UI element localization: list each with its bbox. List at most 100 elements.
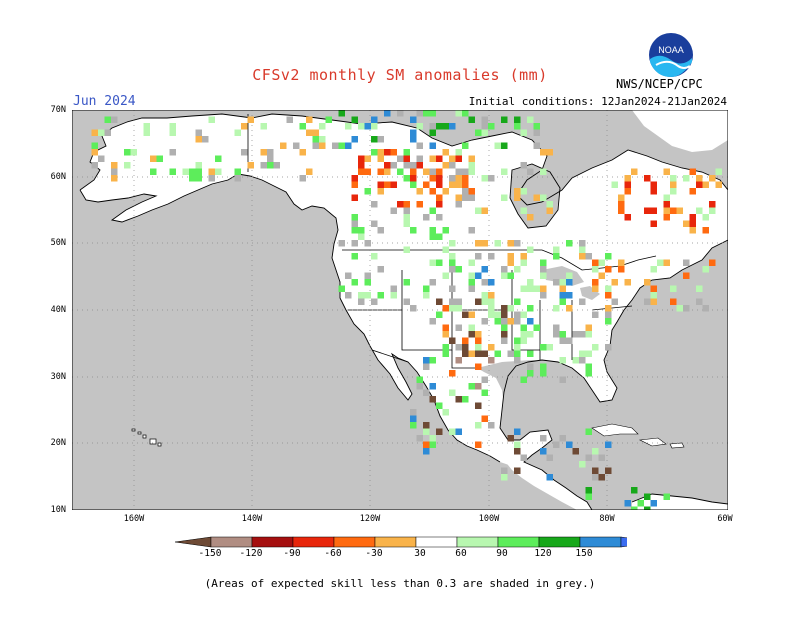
- anomaly-cell: [579, 357, 586, 364]
- anomaly-cell: [423, 448, 430, 455]
- anomaly-cell: [559, 298, 566, 305]
- anomaly-cell: [579, 331, 586, 338]
- anomaly-cell: [598, 454, 605, 461]
- noaa-logo-text: NOAA: [658, 45, 684, 55]
- anomaly-map: [72, 110, 728, 510]
- anomaly-cell: [605, 441, 612, 448]
- anomaly-cell: [455, 194, 462, 201]
- anomaly-cell: [514, 240, 521, 247]
- anomaly-cell: [410, 415, 417, 422]
- anomaly-cell: [696, 181, 703, 188]
- anomaly-cell: [442, 305, 449, 312]
- anomaly-cell: [702, 214, 709, 221]
- anomaly-cell: [169, 129, 176, 136]
- anomaly-cell: [637, 500, 644, 507]
- anomaly-cell: [605, 467, 612, 474]
- anomaly-cell: [351, 136, 358, 143]
- anomaly-cell: [449, 181, 456, 188]
- anomaly-cell: [468, 311, 475, 318]
- anomaly-cell: [371, 298, 378, 305]
- anomaly-cell: [351, 175, 358, 182]
- anomaly-cell: [410, 136, 417, 143]
- anomaly-cell: [709, 201, 716, 208]
- anomaly-cell: [501, 311, 508, 318]
- anomaly-cell: [429, 227, 436, 234]
- anomaly-cell: [605, 292, 612, 299]
- anomaly-cell: [462, 194, 469, 201]
- anomaly-cell: [481, 292, 488, 299]
- anomaly-cell: [540, 272, 547, 279]
- anomaly-cell: [553, 331, 560, 338]
- anomaly-cell: [384, 149, 391, 156]
- anomaly-cell: [663, 214, 670, 221]
- anomaly-cell: [462, 396, 469, 403]
- anomaly-cell: [468, 279, 475, 286]
- noaa-logo-icon: NOAA: [649, 33, 693, 77]
- anomaly-cell: [429, 168, 436, 175]
- anomaly-cell: [475, 441, 482, 448]
- anomaly-cell: [403, 175, 410, 182]
- coastlines: [79, 113, 728, 510]
- anomaly-cell: [501, 272, 508, 279]
- anomaly-cell: [449, 370, 456, 377]
- anomaly-cell: [462, 175, 469, 182]
- anomaly-cell: [650, 188, 657, 195]
- anomaly-cell: [423, 292, 430, 299]
- anomaly-cell: [195, 175, 202, 182]
- lat-label-30n: 30N: [50, 372, 66, 382]
- anomaly-cell: [449, 305, 456, 312]
- anomaly-cell: [559, 279, 566, 286]
- anomaly-cell: [494, 311, 501, 318]
- anomaly-cell: [644, 493, 651, 500]
- anomaly-cell: [416, 188, 423, 195]
- anomaly-cell: [397, 155, 404, 162]
- anomaly-cell: [579, 298, 586, 305]
- anomaly-cell: [520, 337, 527, 344]
- anomaly-cell: [696, 207, 703, 214]
- anomaly-cell: [410, 175, 417, 182]
- anomaly-cell: [475, 337, 482, 344]
- anomaly-cell: [520, 129, 527, 136]
- anomaly-cell: [429, 110, 436, 117]
- anomaly-cell: [403, 201, 410, 208]
- anomaly-cell: [390, 162, 397, 169]
- anomaly-cell: [455, 266, 462, 273]
- anomaly-cell: [683, 175, 690, 182]
- anomaly-cell: [319, 136, 326, 143]
- anomaly-cell: [579, 246, 586, 253]
- colorbar-label-120: 120: [534, 548, 552, 559]
- anomaly-cell: [215, 155, 222, 162]
- anomaly-cell: [475, 207, 482, 214]
- anomaly-cell: [462, 110, 469, 117]
- anomaly-cell: [442, 331, 449, 338]
- lat-label-60n: 60N: [50, 172, 66, 182]
- anomaly-cell: [624, 175, 631, 182]
- anomaly-cell: [657, 259, 664, 266]
- anomaly-cell: [650, 181, 657, 188]
- anomaly-cell: [624, 214, 631, 221]
- anomaly-cell: [709, 207, 716, 214]
- anomaly-cell: [436, 233, 443, 240]
- anomaly-cell: [436, 214, 443, 221]
- anomaly-cell: [397, 168, 404, 175]
- anomaly-cell: [592, 311, 599, 318]
- anomaly-cell: [111, 175, 118, 182]
- anomaly-cell: [585, 370, 592, 377]
- colorbar-label-90: 90: [496, 548, 508, 559]
- anomaly-cell: [98, 129, 105, 136]
- anomaly-cell: [520, 259, 527, 266]
- anomaly-cell: [410, 227, 417, 234]
- initial-conditions: Initial conditions: 12Jan2024-21Jan2024: [468, 95, 727, 108]
- anomaly-cell: [475, 422, 482, 429]
- colorbar-label-30: 30: [414, 548, 426, 559]
- anomaly-cell: [351, 227, 358, 234]
- anomaly-cell: [124, 149, 131, 156]
- colorbar-swatch: [251, 536, 294, 548]
- anomaly-cell: [520, 311, 527, 318]
- anomaly-cell: [442, 188, 449, 195]
- anomaly-cell: [507, 318, 514, 325]
- anomaly-cell: [585, 493, 592, 500]
- anomaly-cell: [514, 448, 521, 455]
- anomaly-cell: [527, 318, 534, 325]
- anomaly-cell: [468, 162, 475, 169]
